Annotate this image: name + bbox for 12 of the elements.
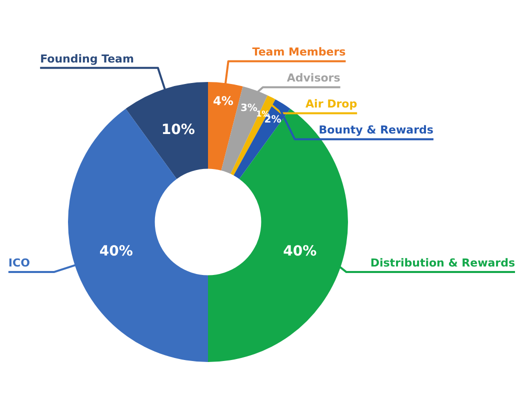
data-label: 40%	[283, 243, 317, 260]
slice-label: Team Members	[252, 46, 346, 59]
data-label: 4%	[212, 94, 234, 108]
data-label: 3%	[240, 102, 258, 114]
slice-label: Founding Team	[40, 52, 134, 66]
data-label: 40%	[99, 243, 133, 260]
slice-label: Advisors	[286, 72, 341, 85]
slice-label: ICO	[8, 256, 30, 270]
slice-label: Distribution & Rewards	[370, 256, 516, 270]
data-label: 10%	[161, 122, 195, 138]
slice-label: Bounty & Rewards	[318, 124, 434, 137]
slice-label: Air Drop	[306, 98, 358, 111]
